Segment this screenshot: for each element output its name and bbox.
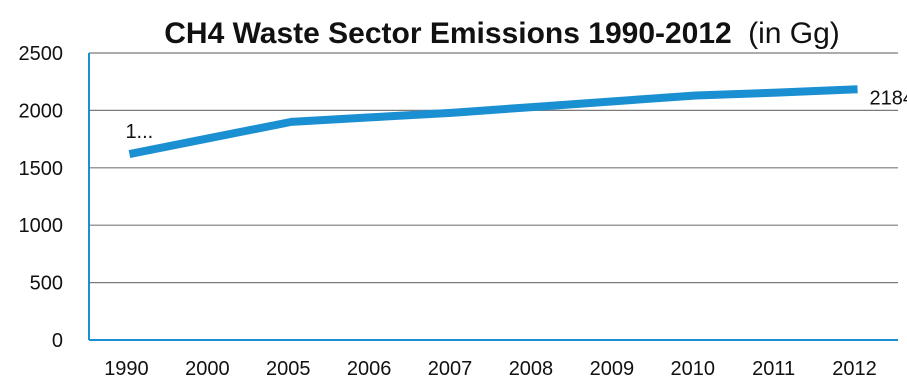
grid [88,52,898,341]
y-tick-label: 1500 [19,158,64,180]
x-tick-label: 2005 [266,358,311,380]
chart-title-main: CH4 Waste Sector Emissions 1990-2012 [164,17,732,50]
data-labels: 1... 2184 [125,87,907,143]
chart-title: CH4 Waste Sector Emissions 1990-2012 (in… [164,17,840,50]
series-layer [128,85,858,158]
chart-title-unit: (in Gg) [748,17,840,50]
y-tick-label: 2000 [19,100,64,122]
y-tick-label: 2500 [19,43,64,65]
data-label: 2184 [870,87,907,109]
x-tick-label: 2006 [347,358,392,380]
y-tick-label: 0 [52,330,63,352]
x-tick-label: 2009 [590,358,635,380]
x-tick-label: 2008 [509,358,554,380]
x-tick-label: 2011 [752,358,795,380]
x-axis-ticks: 1990 2000 2005 2006 2007 2008 2009 2010 2011 2012 [104,358,877,380]
data-label: 1... [125,121,153,143]
x-tick-label: 2010 [671,358,716,380]
x-tick-label: 2012 [832,358,877,380]
x-tick-label: 2007 [428,358,473,380]
y-tick-label: 1000 [19,215,64,237]
y-axis-ticks: 0 500 1000 1500 2000 2500 [19,43,64,352]
y-tick-label: 500 [30,273,63,295]
x-tick-label: 1990 [104,358,149,380]
series-line [128,85,858,158]
x-tick-label: 2000 [185,358,230,380]
